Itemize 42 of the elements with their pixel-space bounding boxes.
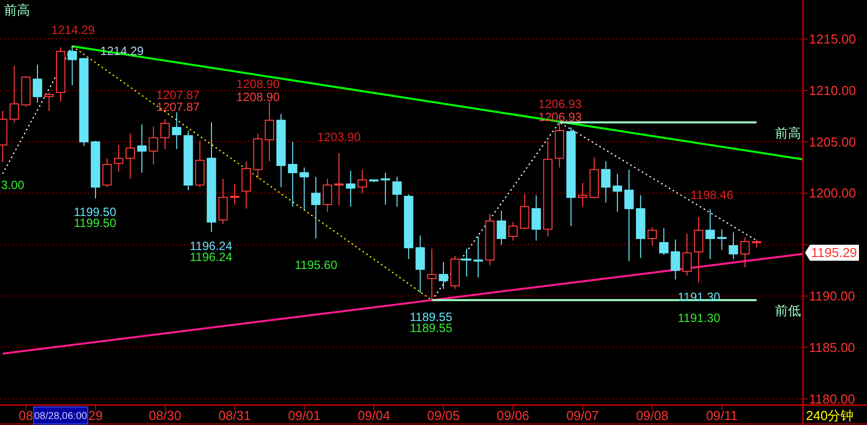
y-tick-label: 1200.00 [809, 186, 856, 201]
series-label: 前高 [775, 125, 801, 140]
text: 1195.29 [811, 245, 858, 260]
annotation: 1199.50 [74, 216, 117, 230]
annotation: 1208.90 [236, 77, 280, 91]
annotation: 1189.55 [410, 321, 453, 335]
x-tick-label: 08 [18, 408, 34, 423]
y-tick-label: 1180.00 [809, 391, 856, 406]
x-tick-label: 09/06 [496, 408, 530, 423]
annotation: 1196.24 [190, 250, 233, 264]
y-tick-label: 1185.00 [809, 340, 856, 355]
x-tick-label: 08/31 [218, 408, 251, 423]
annotation: 1214.29 [51, 23, 96, 37]
annotation: 1207.87 [156, 88, 200, 102]
annotation: 1206.93 [538, 110, 582, 124]
series-label: 前低 [775, 303, 801, 318]
x-tick-label: 09/04 [358, 408, 390, 423]
x-tick-label: 09/01 [288, 408, 321, 423]
annotation: 1203.90 [317, 130, 362, 144]
x-tick-label: 29 [88, 408, 103, 423]
x-tick-label: 09/07 [566, 408, 599, 423]
y-tick-label: 1205.00 [809, 134, 856, 150]
annotation: 1195.60 [294, 258, 338, 272]
annotation: 1189.55 [410, 310, 453, 324]
y-tick-label: 1190.00 [809, 288, 856, 304]
annotation: 1207.87 [156, 100, 200, 114]
x-tick-label: 09/08 [636, 408, 668, 423]
x-tick-label: 08/30 [148, 408, 182, 423]
x-tick-label: 09/11 [706, 408, 738, 423]
y-tick-label: 1215.00 [809, 32, 856, 47]
y-tick-label: 1210.00 [809, 82, 856, 98]
annotation: 1198.46 [690, 188, 734, 202]
annotation: 1206.93 [538, 97, 582, 111]
annotation: 前高 [4, 2, 30, 18]
annotation: 1208.90 [236, 90, 280, 104]
text: 08/28,06:00 [34, 411, 88, 422]
annotation: 1196.24 [190, 239, 233, 253]
text: 240分钟 [806, 408, 854, 423]
x-tick-label: 09/05 [427, 408, 460, 423]
annotation: 1191.30 [678, 311, 721, 325]
annotation: 3.00 [1, 178, 25, 192]
annotation: 1199.50 [74, 205, 117, 219]
